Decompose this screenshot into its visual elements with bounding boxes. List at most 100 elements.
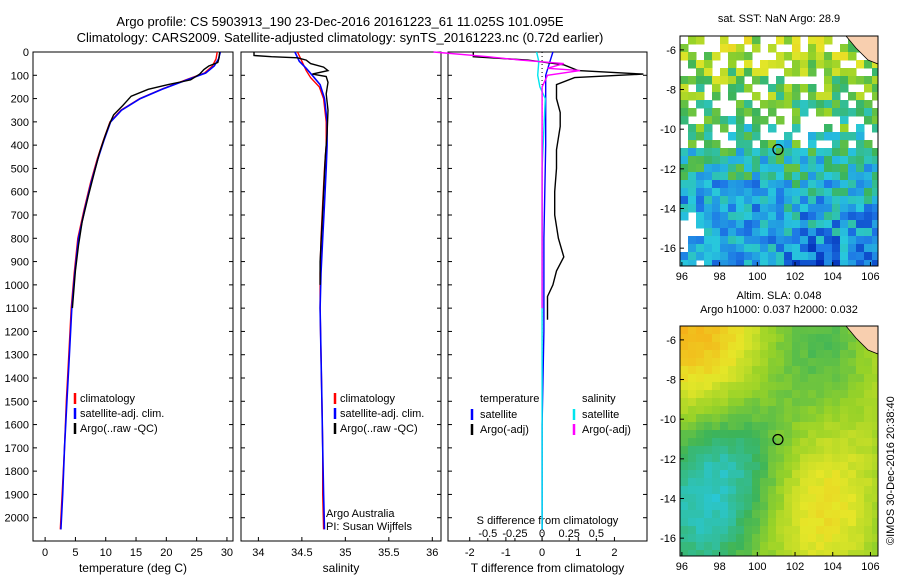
map-cell (808, 60, 817, 69)
map-cell (728, 76, 737, 85)
map-cell (808, 326, 817, 335)
map-cell (792, 390, 801, 399)
map-cell (760, 550, 769, 557)
map-cell (680, 196, 689, 205)
map-frame (679, 35, 879, 267)
map-cell (696, 342, 705, 351)
map-cell (784, 252, 793, 261)
map-cell (760, 414, 769, 423)
map-cell (736, 326, 745, 335)
map-cell (864, 502, 873, 511)
map-cell (784, 382, 793, 391)
map-cell (800, 374, 809, 383)
map-cell (704, 140, 713, 149)
x-tick-label: 34.5 (291, 547, 312, 559)
map-cell (840, 172, 849, 181)
map-cell (808, 228, 817, 237)
map-cell (720, 342, 729, 351)
map-cell (696, 390, 705, 399)
map-cell (840, 220, 849, 229)
map-cell (808, 156, 817, 165)
map-cell (776, 228, 785, 237)
map-cell (704, 172, 713, 181)
map-cell (680, 84, 689, 93)
map-cell (760, 60, 769, 69)
map-cell (832, 76, 841, 85)
x-axis-label: T difference from climatology (471, 561, 625, 575)
map-cell (776, 260, 785, 267)
map-cell (816, 510, 825, 519)
map-cell (760, 156, 769, 165)
map-cell (832, 140, 841, 149)
map-cell (784, 204, 793, 213)
map-cell (720, 252, 729, 261)
map-cell (760, 454, 769, 463)
map-cell (704, 52, 713, 61)
map-cell (872, 108, 879, 117)
map-cell (696, 212, 705, 221)
map-cell (864, 212, 873, 221)
map-cell (784, 92, 793, 101)
map-cell (784, 478, 793, 487)
series-line (472, 52, 644, 320)
map-cell (832, 350, 841, 359)
map-cell (776, 446, 785, 455)
map-cell (792, 252, 801, 261)
map-cell (816, 550, 825, 557)
map-cell (752, 92, 761, 101)
panel-frame (32, 51, 234, 542)
map-cell (768, 430, 777, 439)
map-cell (720, 44, 729, 53)
map-cell (792, 398, 801, 407)
map-cell (800, 358, 809, 367)
map-cell (768, 486, 777, 495)
map-cell (800, 406, 809, 415)
map-cell (840, 164, 849, 173)
x-axis-label: temperature (deg C) (79, 561, 187, 575)
map-cell (848, 502, 857, 511)
map-cell (864, 188, 873, 197)
map-cell (712, 414, 721, 423)
map-cell (864, 220, 873, 229)
map-cell (688, 438, 697, 447)
map-cell (824, 52, 833, 61)
map-cell (776, 92, 785, 101)
map-cell (816, 92, 825, 101)
map-cell (776, 454, 785, 463)
map-cell (752, 494, 761, 503)
map-cell (800, 502, 809, 511)
map-cell (792, 212, 801, 221)
map-cell (824, 422, 833, 431)
map-cell (816, 374, 825, 383)
map-cell (784, 164, 793, 173)
map-cell (720, 550, 729, 557)
series-line (294, 51, 328, 530)
map-cell (824, 92, 833, 101)
map-cell (720, 220, 729, 229)
map-cell (688, 164, 697, 173)
map-cell (856, 140, 865, 149)
map-cell (680, 382, 689, 391)
map-cell (816, 164, 825, 173)
map-x-tick-label: 104 (824, 561, 842, 573)
map-cell (840, 124, 849, 133)
map-cell (816, 470, 825, 479)
map-cell (832, 534, 841, 543)
map-cell (848, 204, 857, 213)
map-cell (792, 462, 801, 471)
map-cell (848, 382, 857, 391)
map-cell (720, 534, 729, 543)
map-cell (688, 244, 697, 253)
map-cell (784, 414, 793, 423)
map-cell (872, 374, 879, 383)
map-cell (864, 446, 873, 455)
map-cell (864, 204, 873, 213)
map-cell (744, 196, 753, 205)
map-cell (704, 398, 713, 407)
map-cell (728, 438, 737, 447)
map-cell (768, 92, 777, 101)
map-cell (776, 164, 785, 173)
map-cell (872, 212, 879, 221)
map-cell (760, 358, 769, 367)
map-cell (824, 494, 833, 503)
